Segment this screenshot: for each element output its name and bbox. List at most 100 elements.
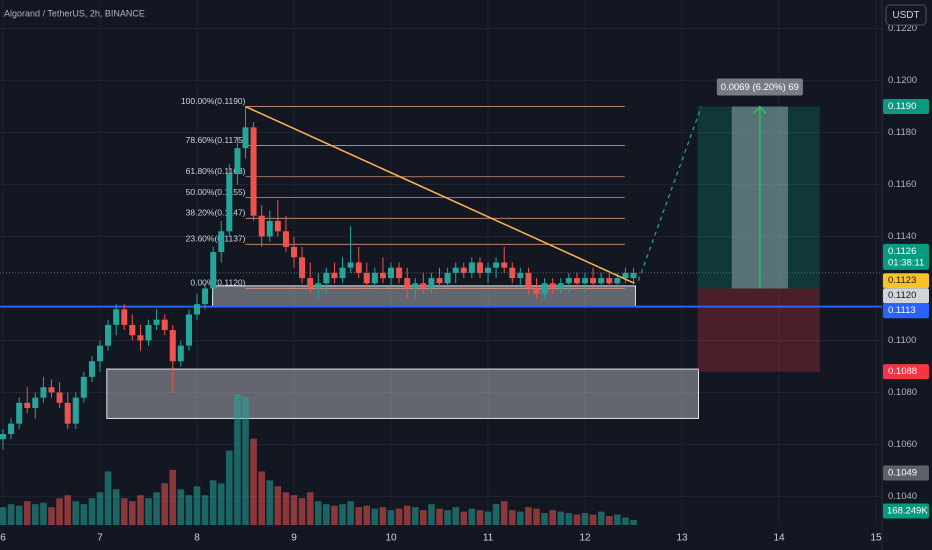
volume-bar: [541, 513, 548, 525]
volume-bar: [630, 519, 637, 525]
volume-bar: [80, 504, 88, 525]
volume-bar: [428, 504, 435, 525]
x-tick-label: 6: [0, 533, 6, 544]
fib-label: 0.00%(0.1120): [190, 278, 245, 288]
candle-body: [444, 272, 451, 284]
volume-bar: [274, 486, 282, 525]
fib-label: 50.00%(0.1155): [186, 187, 246, 197]
candle-body: [533, 288, 540, 294]
volume-bar: [605, 516, 613, 525]
volume-bar: [379, 507, 387, 525]
candle-body: [331, 272, 338, 279]
volume-bar: [217, 483, 225, 525]
candle-body: [266, 220, 273, 237]
y-tick-label: 0.1060: [888, 439, 917, 450]
volume-bar: [129, 501, 136, 525]
volume-bar: [234, 393, 241, 525]
volume-bar: [565, 513, 573, 525]
candle-body: [105, 324, 112, 346]
volume-bar: [557, 511, 565, 525]
price-label: 0.1126: [888, 246, 916, 257]
candle-body: [299, 257, 306, 279]
volume-bar: [7, 504, 15, 525]
volume-bar: [420, 510, 427, 525]
volume-bar: [347, 501, 354, 525]
volume-bar: [112, 489, 120, 525]
trend-line: [245, 105, 635, 284]
volume-bar: [517, 511, 524, 525]
fib-label: 78.60%(0.1175): [186, 135, 246, 145]
x-tick-label: 15: [870, 533, 882, 544]
price-label: 0.1190: [888, 101, 916, 112]
x-tick-label: 7: [97, 533, 103, 544]
volume-bar: [0, 507, 7, 525]
volume-bar: [371, 508, 379, 525]
volume-bar: [96, 492, 104, 525]
candle-body: [630, 272, 637, 279]
y-tick-label: 0.1080: [888, 387, 917, 398]
candle-body: [0, 434, 7, 440]
x-tick-label: 13: [676, 533, 688, 544]
candle-body: [614, 278, 621, 284]
volume-bar: [242, 396, 249, 525]
price-label-box: [883, 288, 929, 304]
volume-bar: [597, 511, 605, 525]
candle-body: [509, 267, 516, 279]
volume-bar: [32, 504, 39, 525]
countdown-label: 01:38:11: [888, 257, 924, 268]
volume-bar: [226, 450, 233, 525]
volume-bar: [508, 510, 516, 525]
volume-bar: [201, 495, 209, 525]
candle-body: [48, 387, 55, 393]
candle-body: [363, 272, 370, 284]
candle-body: [420, 283, 427, 289]
volume-bar: [395, 508, 403, 525]
y-tick-label: 0.1100: [888, 335, 916, 346]
volume-bar: [614, 514, 621, 525]
volume-bar: [145, 498, 152, 525]
price-label-box: [883, 303, 929, 319]
candle-body: [194, 304, 201, 315]
candle-body: [468, 262, 475, 273]
candle-body: [56, 392, 63, 403]
measure-arrow-head: [753, 105, 767, 115]
candle-body: [404, 278, 411, 289]
projection-line: [637, 106, 702, 281]
candle-body: [412, 283, 419, 289]
volume-bar: [72, 501, 80, 525]
volume-bar: [48, 507, 55, 525]
candle-body: [573, 278, 580, 284]
y-tick-label: 0.1160: [888, 179, 916, 190]
price-label: 0.1049: [888, 468, 917, 479]
volume-bar: [258, 471, 266, 525]
price-label-box: [883, 364, 929, 380]
fib-label: 61.80%(0.1163): [186, 166, 246, 176]
candle-body: [557, 283, 564, 289]
candle-body: [24, 402, 31, 409]
fib-label: 100.00%(0.1190): [181, 96, 246, 106]
candle-body: [185, 314, 192, 346]
candle-body: [258, 215, 265, 237]
currency-label[interactable]: USDT: [892, 10, 919, 21]
currency-button[interactable]: [885, 4, 927, 26]
volume-bar: [363, 505, 371, 525]
zone: [212, 285, 636, 308]
price-label: 0.1088: [888, 366, 917, 377]
candle-body: [32, 397, 39, 409]
candle-body: [282, 231, 289, 247]
volume-bar: [193, 486, 201, 525]
candle-body: [72, 397, 79, 424]
candle-body: [145, 324, 152, 341]
candle-body: [355, 262, 362, 273]
measure-label: 0.0069 (6.20%) 69: [721, 82, 799, 93]
candle-body: [161, 319, 168, 331]
volume-bar: [185, 495, 193, 525]
x-tick-label: 12: [579, 533, 591, 544]
volume-bar: [104, 471, 112, 525]
candle-body: [525, 272, 532, 289]
price-label-box: [883, 243, 929, 270]
candle-body: [16, 402, 23, 424]
x-tick-label: 14: [773, 533, 785, 544]
volume-bar: [323, 504, 330, 525]
